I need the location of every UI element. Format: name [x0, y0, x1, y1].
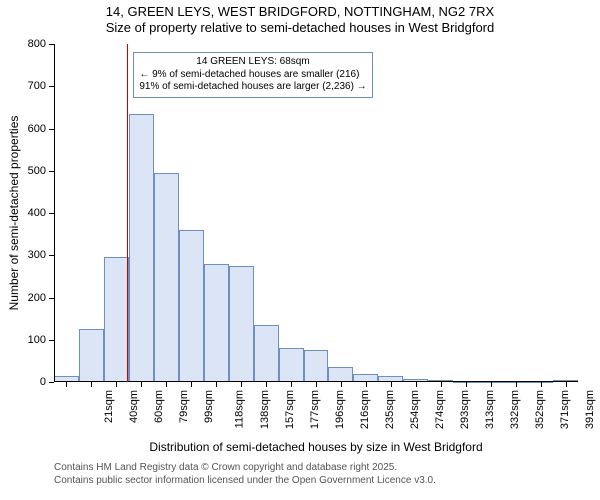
x-tick-mark	[391, 382, 392, 387]
x-tick-mark	[166, 382, 167, 387]
y-tick-mark	[49, 340, 54, 341]
y-tick-label: 300	[0, 249, 46, 261]
x-tick-label: 254sqm	[409, 390, 421, 429]
footnote-line-2: Contains public sector information licen…	[54, 475, 436, 486]
x-tick-label: 371sqm	[559, 390, 571, 429]
histogram-bar	[304, 350, 329, 382]
histogram-bar	[79, 329, 104, 382]
y-tick-mark	[49, 213, 54, 214]
x-tick-mark	[141, 382, 142, 387]
x-tick-label: 118sqm	[234, 390, 246, 428]
x-tick-mark	[516, 382, 517, 387]
x-tick-label: 352sqm	[534, 390, 546, 429]
annotation-line-1: ← 9% of semi-detached houses are smaller…	[139, 69, 366, 82]
x-tick-label: 293sqm	[459, 390, 471, 429]
x-tick-label: 21sqm	[104, 390, 116, 423]
y-tick-label: 600	[0, 123, 46, 135]
annotation-box: 14 GREEN LEYS: 68sqm← 9% of semi-detache…	[133, 52, 372, 98]
histogram-bar	[179, 230, 204, 382]
x-tick-mark	[191, 382, 192, 387]
y-tick-label: 200	[0, 292, 46, 304]
x-tick-label: 332sqm	[509, 390, 521, 429]
x-tick-mark	[241, 382, 242, 387]
annotation-line-0: 14 GREEN LEYS: 68sqm	[139, 56, 366, 69]
x-tick-mark	[466, 382, 467, 387]
plot-area: 14 GREEN LEYS: 68sqm← 9% of semi-detache…	[54, 44, 578, 382]
histogram-bar	[129, 114, 154, 382]
y-tick-mark	[49, 298, 54, 299]
y-tick-label: 100	[0, 334, 46, 346]
x-tick-label: 138sqm	[259, 390, 271, 429]
histogram-bar	[254, 325, 279, 382]
y-tick-mark	[49, 129, 54, 130]
x-tick-mark	[91, 382, 92, 387]
annotation-line-2: 91% of semi-detached houses are larger (…	[139, 81, 366, 94]
x-tick-mark	[441, 382, 442, 387]
x-tick-mark	[341, 382, 342, 387]
x-tick-label: 391sqm	[584, 390, 596, 429]
chart-title: 14, GREEN LEYS, WEST BRIDGFORD, NOTTINGH…	[0, 4, 600, 37]
x-tick-mark	[116, 382, 117, 387]
x-tick-label: 157sqm	[284, 390, 296, 429]
y-tick-mark	[49, 255, 54, 256]
histogram-bar	[229, 266, 254, 382]
y-axis-line	[54, 44, 55, 382]
y-tick-label: 0	[0, 376, 46, 388]
title-line-2: Size of property relative to semi-detach…	[106, 20, 495, 35]
y-tick-mark	[49, 44, 54, 45]
chart-frame: 14, GREEN LEYS, WEST BRIDGFORD, NOTTINGH…	[0, 0, 600, 500]
y-tick-mark	[49, 86, 54, 87]
y-tick-label: 800	[0, 38, 46, 50]
y-tick-label: 500	[0, 165, 46, 177]
footnote: Contains HM Land Registry data © Crown c…	[54, 462, 436, 487]
x-tick-mark	[291, 382, 292, 387]
x-tick-label: 177sqm	[309, 390, 321, 429]
x-tick-label: 196sqm	[334, 390, 346, 429]
x-tick-mark	[66, 382, 67, 387]
histogram-bar	[104, 257, 129, 382]
x-tick-mark	[566, 382, 567, 387]
x-tick-label: 235sqm	[384, 390, 396, 429]
x-tick-label: 313sqm	[484, 390, 496, 429]
x-tick-mark	[216, 382, 217, 387]
x-tick-mark	[266, 382, 267, 387]
y-tick-label: 700	[0, 80, 46, 92]
x-tick-mark	[366, 382, 367, 387]
histogram-bar	[204, 264, 229, 382]
x-tick-mark	[491, 382, 492, 387]
property-marker-line	[127, 44, 128, 382]
x-tick-label: 60sqm	[153, 390, 165, 423]
x-tick-mark	[541, 382, 542, 387]
x-tick-label: 79sqm	[178, 390, 190, 423]
x-tick-mark	[316, 382, 317, 387]
y-tick-label: 400	[0, 207, 46, 219]
x-axis-label: Distribution of semi-detached houses by …	[54, 440, 578, 454]
x-tick-label: 274sqm	[434, 390, 446, 429]
x-tick-mark	[416, 382, 417, 387]
histogram-bar	[328, 367, 353, 382]
x-tick-label: 40sqm	[128, 390, 140, 423]
histogram-bar	[154, 173, 179, 382]
x-tick-label: 99sqm	[203, 390, 215, 423]
title-line-1: 14, GREEN LEYS, WEST BRIDGFORD, NOTTINGH…	[106, 4, 494, 19]
x-tick-label: 216sqm	[359, 390, 371, 429]
histogram-bar	[279, 348, 304, 382]
footnote-line-1: Contains HM Land Registry data © Crown c…	[54, 462, 397, 473]
y-tick-mark	[49, 382, 54, 383]
y-tick-mark	[49, 171, 54, 172]
